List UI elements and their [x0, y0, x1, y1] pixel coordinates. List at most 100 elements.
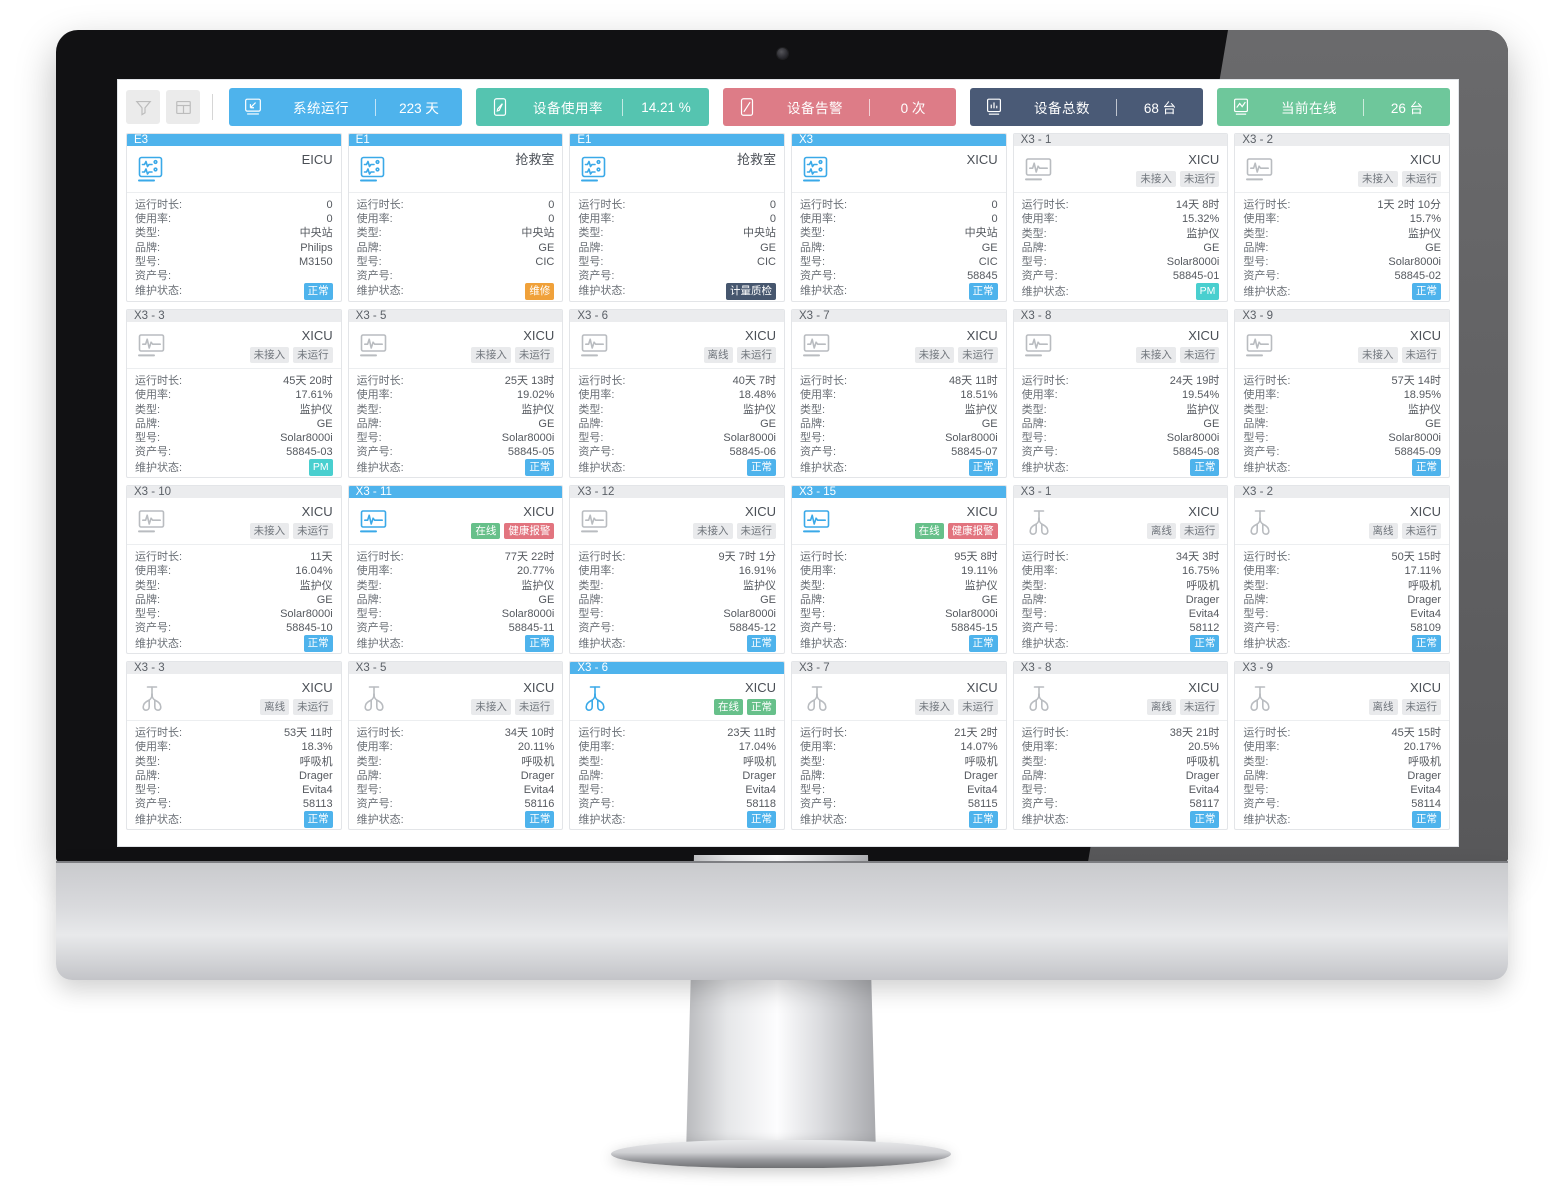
card-summary: XICU 未接入 未运行	[348, 322, 563, 370]
monitor-wave-icon	[357, 329, 391, 363]
card-row-label: 类型:	[578, 755, 604, 768]
kpi-label: 设备使用率	[533, 101, 603, 116]
card-department-label: EICU	[301, 152, 333, 167]
device-card[interactable]: X3 - 5 XICU 未接入 未运行 运行时长: 25天 13时 使用率: 19.02% 类型…	[347, 309, 564, 478]
device-card[interactable]: X3 - 1 XICU 离线 未运行 运行时长: 34天 3时 使用率: 16.75% 类型: 呼…	[1012, 485, 1229, 654]
card-bed-header: X3 - 10	[127, 486, 341, 498]
card-row-maintenance: 维护状态: 正常	[1243, 283, 1441, 300]
card-row-value: 48天 11时	[948, 375, 998, 388]
card-details: 运行时长: 45天 15时 使用率: 20.17% 类型: 呼吸机 品牌: Drager 型号:…	[1235, 721, 1449, 829]
card-row-value: 19.02%	[517, 389, 555, 402]
card-bed-header: X3 - 1	[1013, 486, 1228, 498]
device-card[interactable]: X3 - 9 XICU 离线 未运行 运行时长: 45天 15时 使用率: 20.17% 类型:…	[1234, 661, 1450, 830]
card-row-usage: 使用率: 19.02%	[357, 388, 555, 402]
monitor-arrow-icon	[239, 93, 267, 121]
card-row-type: 类型: 监护仪	[1243, 403, 1441, 417]
card-summary: 抢救室	[348, 146, 563, 193]
device-card[interactable]: X3 - 2 XICU 未接入 未运行 运行时长: 1天 2时 10分 使用率: 15.7% 类…	[1234, 133, 1450, 302]
card-row-label: 型号:	[1243, 607, 1269, 620]
card-row-label: 类型:	[356, 227, 382, 240]
card-badge: 未运行	[293, 522, 333, 540]
filter-icon-button[interactable]	[126, 90, 160, 124]
device-card[interactable]: X3 - 8 XICU 离线 未运行 运行时长: 38天 21时 使用率: 20.5% 类型: 呼…	[1012, 661, 1229, 830]
kpi-device-total[interactable]: 设备总数 68 台	[970, 88, 1203, 126]
card-row-label: 维护状态:	[135, 285, 183, 298]
device-card[interactable]: X3 - 9 XICU 未接入 未运行 运行时长: 57天 14时 使用率: 18.95% 类型…	[1234, 309, 1450, 478]
card-row-model: 型号: Solar8000i	[578, 607, 776, 621]
maintenance-status-badge: 正常	[1412, 459, 1441, 476]
device-card[interactable]: X3 - 2 XICU 离线 未运行 运行时长: 50天 15时 使用率: 17.11% 类型:…	[1234, 485, 1450, 654]
kpi-device-usage-rate[interactable]: 设备使用率 14.21 %	[476, 88, 709, 126]
card-summary-right: XICU 未接入 未运行	[1136, 329, 1220, 364]
card-details: 运行时长: 11天 使用率: 16.04% 类型: 监护仪 品牌: GE 型号: Solar800…	[127, 545, 341, 653]
card-summary: XICU 离线 未运行	[1013, 498, 1228, 546]
card-row-model: 型号: Evita4	[1022, 607, 1220, 621]
card-bed-label: X3 - 5	[355, 662, 387, 674]
maintenance-status-badge: 正常	[1412, 283, 1441, 300]
device-card[interactable]: X3 - 1 XICU 未接入 未运行 运行时长: 14天 8时 使用率: 15.32% 类型:…	[1012, 133, 1229, 302]
device-card[interactable]: X3 - 7 XICU 未接入 未运行 运行时长: 48天 11时 使用率: 18.51% 类型…	[791, 309, 1007, 478]
card-department-label: XICU	[301, 680, 333, 695]
card-row-runtime: 运行时长: 23天 11时	[578, 726, 776, 740]
device-card[interactable]: X3 - 3 XICU 未接入 未运行 运行时长: 45天 20时 使用率: 17.61% 类型…	[126, 309, 342, 478]
ventilator-lung-icon	[1243, 681, 1277, 715]
device-card[interactable]: X3 - 7 XICU 未接入 未运行 运行时长: 21天 2时 使用率: 14.07% 类型:…	[791, 661, 1007, 830]
card-row-asset: 资产号: 58116	[357, 797, 555, 811]
kpi-currently-online[interactable]: 当前在线 26 台	[1217, 88, 1450, 126]
card-row-label: 品牌:	[578, 417, 604, 430]
layout-icon-button[interactable]	[166, 90, 200, 124]
device-card[interactable]: X3 - 6 XICU 在线 正常 运行时长: 23天 11时 使用率: 17.04% 类型: 呼…	[569, 661, 785, 830]
card-row-value: Drager	[964, 769, 998, 782]
device-card[interactable]: X3 - 11 XICU 在线 健康报警 运行时长: 77天 22时 使用率: 20.77% 类…	[347, 485, 564, 654]
card-details: 运行时长: 24天 19时 使用率: 19.54% 类型: 监护仪 品牌: GE 型号: Sola…	[1014, 369, 1228, 477]
device-card[interactable]: E1 抢救室 运行时长: 0 使用率: 0 类型: 中央站 品牌: GE 型号: CIC 资产号: 维护状…	[347, 133, 564, 302]
card-row-label: 运行时长:	[578, 551, 626, 564]
card-row-label: 型号:	[1243, 431, 1269, 444]
card-department-label: XICU	[1188, 152, 1220, 167]
device-card[interactable]: X3 - 8 XICU 未接入 未运行 运行时长: 24天 19时 使用率: 19.54% 类型…	[1012, 309, 1229, 478]
device-card[interactable]: X3 - 5 XICU 未接入 未运行 运行时长: 34天 10时 使用率: 20.11% 类型…	[347, 661, 564, 830]
card-row-asset: 资产号: 58114	[1243, 797, 1441, 811]
card-bed-header: X3 - 5	[348, 662, 563, 674]
card-row-label: 类型:	[800, 227, 826, 240]
card-row-value: 呼吸机	[1186, 755, 1220, 768]
kpi-device-alarm[interactable]: 设备告警 0 次	[723, 88, 956, 126]
device-card[interactable]: E1 抢救室 运行时长: 0 使用率: 0 类型: 中央站 品牌: GE 型号: CIC 资产号: 维护状…	[569, 133, 785, 302]
card-bed-header: X3 - 7	[792, 310, 1006, 322]
device-card[interactable]: X3 - 12 XICU 未接入 未运行 运行时长: 9天 7时 1分 使用率: 16.91%…	[569, 485, 785, 654]
kpi-divider	[622, 98, 623, 116]
kpi-system-runtime[interactable]: 系统运行 223 天	[229, 88, 462, 126]
card-row-maintenance: 维护状态: 正常	[578, 635, 776, 652]
card-bed-label: X3 - 2	[1242, 134, 1274, 146]
card-badge: 未接入	[471, 346, 511, 364]
ventilator-lung-icon	[1022, 681, 1056, 715]
monitor-wave-icon	[578, 505, 612, 539]
device-card[interactable]: X3 - 3 XICU 离线 未运行 运行时长: 53天 11时 使用率: 18.3% 类型: 呼…	[126, 661, 342, 830]
card-badge-group: 未接入 未运行	[1136, 170, 1220, 188]
card-badge: 未运行	[293, 346, 333, 364]
card-row-type: 类型: 监护仪	[357, 403, 555, 417]
card-bed-label: X3 - 1	[1020, 134, 1052, 146]
card-row-value: Solar8000i	[501, 431, 555, 444]
device-card[interactable]: X3 - 15 XICU 在线 健康报警 运行时长: 95天 8时 使用率: 19.11% 类型…	[791, 485, 1007, 654]
device-card[interactable]: X3 - 10 XICU 未接入 未运行 运行时长: 11天 使用率: 16.04% 类型: 监护…	[126, 485, 342, 654]
card-row-usage: 使用率: 17.04%	[578, 740, 776, 754]
card-row-runtime: 运行时长: 45天 15时	[1243, 726, 1441, 740]
card-badge: 离线	[703, 346, 733, 364]
card-row-usage: 使用率: 19.54%	[1022, 388, 1220, 402]
card-row-label: 使用率:	[578, 741, 615, 754]
device-card[interactable]: X3 - 6 XICU 离线 未运行 运行时长: 40天 7时 使用率: 18.48% 类型: 监…	[569, 309, 785, 478]
card-row-maintenance: 维护状态: PM	[1022, 283, 1220, 300]
card-row-usage: 使用率: 0	[578, 212, 776, 226]
card-row-value: Solar8000i	[723, 607, 776, 620]
device-card[interactable]: E3 EICU 运行时长: 0 使用率: 0 类型: 中央站 品牌: Philips 型号: M315…	[126, 133, 342, 302]
device-card[interactable]: X3 XICU 运行时长: 0 使用率: 0 类型: 中央站 品牌: GE 型号: CIC 资产号: 58…	[791, 133, 1007, 302]
card-row-value: 0	[326, 213, 333, 226]
card-row-value: 中央站	[964, 227, 998, 240]
card-row-value: 34天 10时	[504, 727, 555, 740]
card-badge: 未运行	[736, 346, 776, 364]
card-row-value: 38天 21时	[1169, 727, 1220, 740]
card-row-runtime: 运行时长: 1天 2时 10分	[1243, 198, 1441, 212]
card-row-value: 监护仪	[1186, 403, 1220, 416]
